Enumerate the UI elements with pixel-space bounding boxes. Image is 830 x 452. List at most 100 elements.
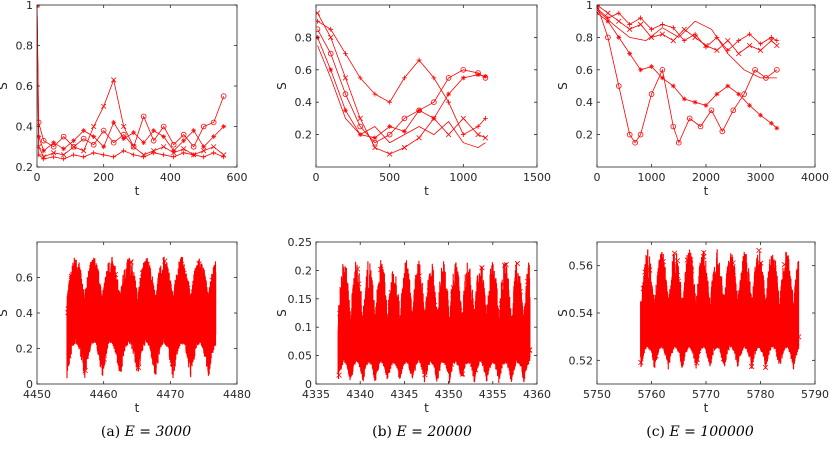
- data-point: [637, 21, 644, 28]
- data-point: [328, 26, 334, 32]
- data-point: [342, 75, 349, 81]
- data-point: [648, 34, 655, 41]
- data-point: [697, 123, 704, 130]
- data-point: [180, 131, 187, 138]
- data-point: [681, 38, 687, 44]
- caption-b: (b) E = 20000: [302, 424, 542, 440]
- data-point: [143, 317, 150, 323]
- data-point: [111, 120, 117, 125]
- series-line: [317, 29, 486, 144]
- series-2: [37, 5, 227, 154]
- chart-panel-top-middle: 0 500 1000 1500 0.2 0.4 0.6 0.8 t S: [275, 4, 551, 198]
- y-tick-label: 0.15: [288, 293, 313, 306]
- data-point: [794, 339, 800, 345]
- data-point: [676, 285, 682, 291]
- data-point: [514, 260, 521, 267]
- x-tick-label: 0: [594, 171, 601, 184]
- data-point: [758, 260, 764, 266]
- y-axis-label: S: [275, 82, 289, 90]
- data-point: [660, 22, 665, 27]
- data-point: [114, 293, 120, 299]
- data-point: [475, 72, 481, 78]
- data-point: [597, 5, 600, 11]
- axes-frame: [36, 4, 238, 168]
- data-point: [431, 75, 437, 81]
- y-tick-label: 0.56: [569, 260, 594, 273]
- data-point: [210, 119, 217, 126]
- data-point: [131, 130, 137, 135]
- data-point: [41, 156, 47, 162]
- data-point: [81, 128, 87, 133]
- data-point: [771, 271, 777, 278]
- y-tick-label: 0.6: [576, 64, 594, 77]
- data-point: [648, 340, 655, 347]
- y-tick-label: 0.4: [16, 307, 34, 320]
- data-point: [316, 10, 321, 16]
- data-point: [185, 285, 191, 292]
- data-point: [605, 34, 611, 41]
- data-point: [401, 115, 408, 122]
- data-point: [501, 262, 508, 269]
- data-point: [40, 137, 47, 144]
- data-point: [342, 91, 349, 97]
- data-point: [87, 270, 94, 277]
- data-point: [746, 42, 753, 49]
- data-point: [195, 319, 201, 325]
- data-point: [198, 271, 205, 278]
- data-point: [169, 357, 175, 363]
- data-point: [161, 152, 167, 158]
- data-point: [121, 148, 127, 154]
- series-4: [317, 45, 486, 149]
- data-point: [460, 115, 467, 122]
- data-point: [647, 267, 653, 273]
- data-point: [100, 103, 107, 109]
- data-point: [196, 261, 202, 267]
- data-point: [417, 283, 424, 290]
- data-point: [90, 141, 97, 148]
- data-point: [380, 350, 387, 356]
- x-axis-label: t: [424, 184, 429, 198]
- x-tick-label: 5780: [747, 388, 775, 401]
- data-point: [785, 334, 791, 340]
- series-2: [597, 10, 780, 131]
- data-point: [130, 144, 137, 150]
- x-axis-label: t: [704, 184, 709, 198]
- data-point: [774, 125, 780, 131]
- x-tick-label: 3000: [747, 171, 775, 184]
- data-point: [703, 44, 709, 50]
- data-point: [181, 150, 187, 156]
- data-point: [379, 347, 385, 353]
- data-point: [682, 343, 688, 350]
- y-tick-label: 0.4: [16, 121, 34, 134]
- data-point: [605, 18, 611, 24]
- data-point: [125, 317, 132, 323]
- data-point: [689, 336, 695, 342]
- data-point: [70, 144, 77, 150]
- data-point: [433, 324, 439, 330]
- data-point: [736, 38, 742, 44]
- data-point: [616, 10, 622, 16]
- data-point: [627, 22, 633, 27]
- y-tick-label: 0.6: [16, 272, 34, 285]
- caption-c-tag: (c): [646, 424, 665, 440]
- data-point: [343, 107, 348, 113]
- data-point: [774, 38, 780, 44]
- data-point: [190, 143, 197, 150]
- data-point: [131, 291, 138, 298]
- x-tick-label: 4335: [302, 388, 330, 401]
- data-point: [483, 116, 488, 121]
- data-point: [663, 346, 670, 353]
- series-line: [597, 12, 778, 129]
- data-point: [479, 265, 485, 271]
- data-point: [460, 326, 466, 333]
- data-point: [110, 139, 117, 146]
- y-tick-label: 0.2: [295, 129, 313, 142]
- data-point: [75, 323, 82, 329]
- data-point: [736, 91, 742, 97]
- x-tick-label: 4450: [23, 388, 51, 401]
- data-point: [627, 26, 633, 32]
- series-line: [597, 9, 777, 79]
- series-dense: [638, 247, 802, 371]
- data-point: [431, 302, 438, 309]
- data-point: [768, 37, 775, 44]
